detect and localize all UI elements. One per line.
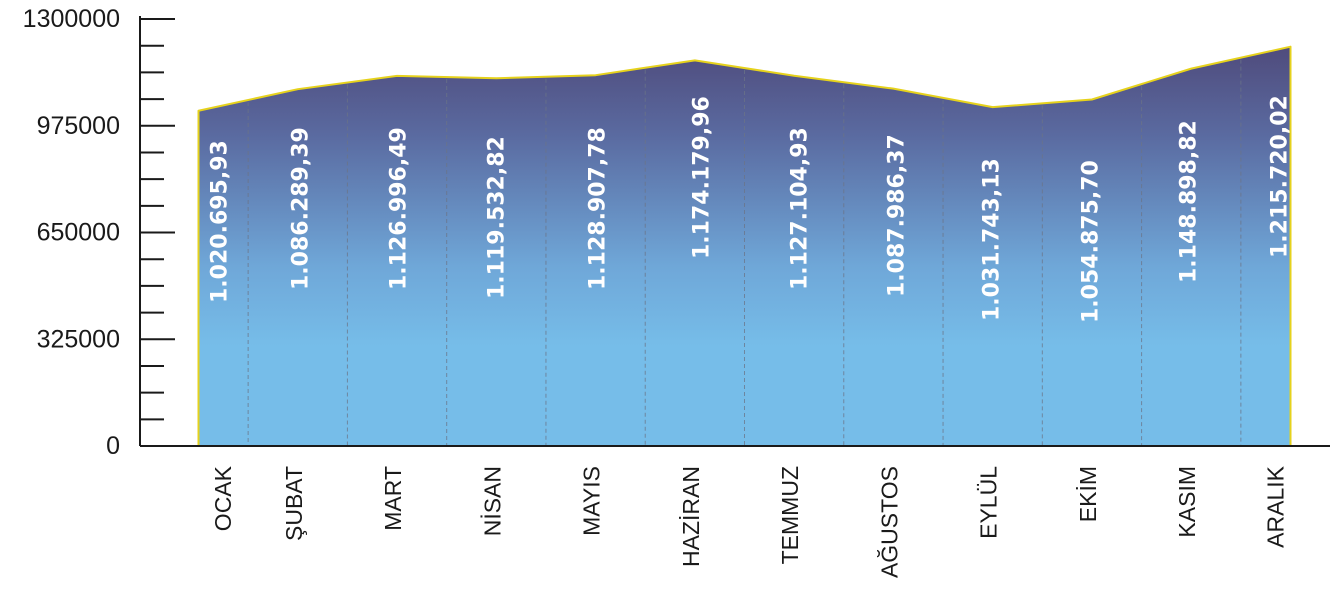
x-tick-label: HAZİRAN <box>678 466 704 567</box>
value-labels: 1.020.695,93 1.086.289,39 1.126.996,49 1.11… <box>208 95 1293 323</box>
value-label: 1.086.289,39 <box>289 127 314 290</box>
value-label: 1.087.986,37 <box>885 134 910 297</box>
value-label: 1.054.875,70 <box>1079 160 1104 323</box>
separator-layer <box>247 59 1242 446</box>
value-label: 1.128.907,78 <box>586 127 611 290</box>
y-tick-label: 325000 <box>37 325 120 353</box>
value-label: 1.020.695,93 <box>208 140 233 303</box>
x-tick-label: ARALIK <box>1263 465 1289 547</box>
x-tick-label: MART <box>380 466 406 531</box>
y-tick-label: 0 <box>106 432 120 460</box>
value-label: 1.127.104,93 <box>788 127 813 290</box>
value-label: 1.119.532,82 <box>485 136 510 299</box>
x-tick-label: AĞUSTOS <box>876 466 902 578</box>
x-tick-label: MAYIS <box>579 466 605 536</box>
value-label: 1.126.996,49 <box>387 127 412 290</box>
x-tick-label: ŞUBAT <box>281 466 307 541</box>
y-tick-label: 650000 <box>37 219 120 247</box>
x-tick-label: NİSAN <box>479 466 505 536</box>
x-ticks: OCAK ŞUBAT MART NİSAN MAYIS HAZİRAN TEMMUZ AĞUS… <box>210 465 1289 578</box>
x-tick-label: OCAK <box>210 465 236 531</box>
value-label: 1.215.720,02 <box>1268 95 1293 258</box>
x-tick-label: KASIM <box>1174 466 1200 538</box>
y-tick-label: 1300000 <box>23 5 120 33</box>
x-tick-label: EKİM <box>1075 466 1101 522</box>
y-tick-label: 975000 <box>37 112 120 140</box>
axes <box>139 16 1330 447</box>
value-label: 1.174.179,96 <box>690 96 715 259</box>
value-label: 1.148.898,82 <box>1177 120 1202 283</box>
x-tick-label: EYLÜL <box>976 466 1002 539</box>
x-tick-label: TEMMUZ <box>777 466 803 564</box>
value-label: 1.031.743,13 <box>980 158 1005 321</box>
y-ticks: 0 325000 650000 975000 1300000 <box>23 5 175 460</box>
